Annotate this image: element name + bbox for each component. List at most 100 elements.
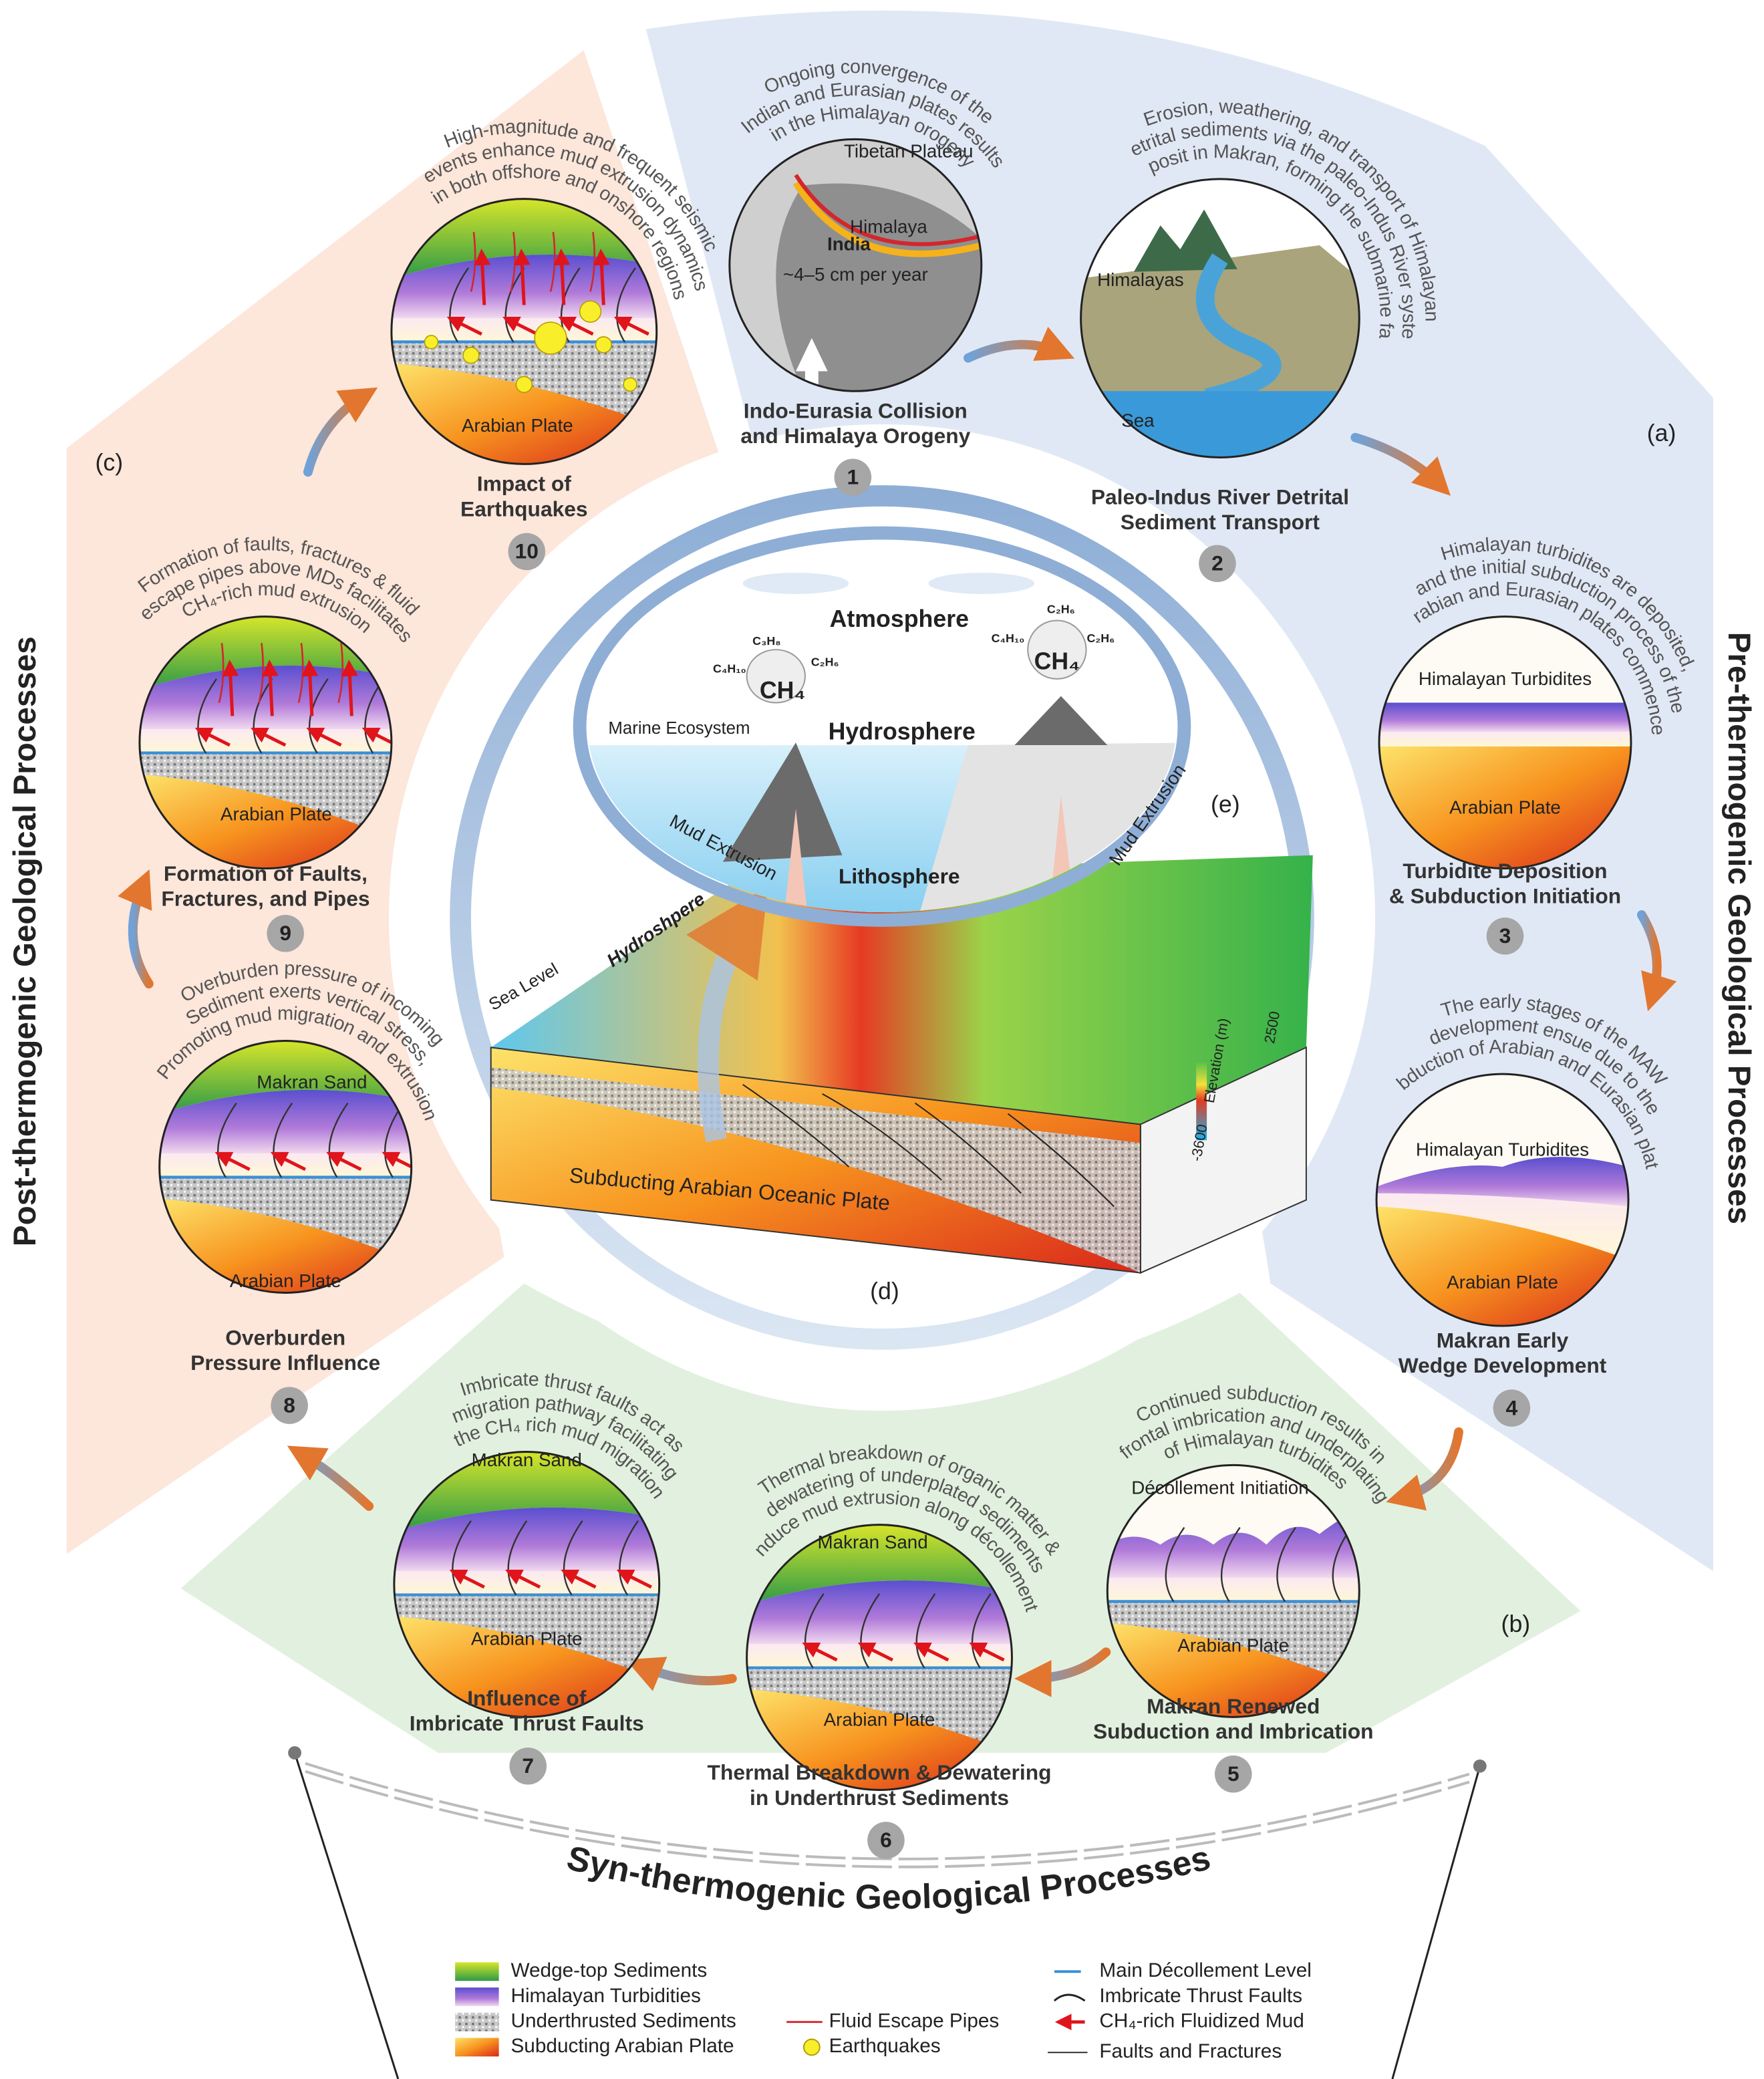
step-title: Earthquakes — [460, 497, 587, 521]
thrust-fault — [804, 1593, 825, 1669]
step-badge — [1199, 545, 1236, 583]
thrust-fault — [452, 1520, 472, 1596]
turbidite-layer — [139, 665, 392, 730]
scene-label: Arabian Plate — [1447, 1272, 1558, 1292]
transition-layer — [1379, 732, 1631, 747]
sphere-label: C₂H₆ — [811, 656, 839, 669]
transition-layer — [139, 729, 392, 753]
legend-label: Faults and Fractures — [1099, 2040, 1282, 2062]
river — [1195, 253, 1282, 407]
legend-swatch — [455, 2012, 499, 2032]
plate-layer — [394, 1616, 659, 1717]
scene-label: Arabian Plate — [230, 1270, 341, 1291]
sphere-label: Marine Ecosystem — [608, 719, 750, 738]
panel-letter: (c) — [95, 449, 123, 476]
scene-label: ~4–5 cm per year — [783, 264, 928, 285]
thrust-fault — [328, 1103, 349, 1178]
step-title: Influence of — [467, 1686, 587, 1710]
scene-label: Arabian Plate — [220, 804, 332, 825]
step-badge — [1493, 1389, 1531, 1427]
himalaya-front — [792, 181, 982, 257]
earthquake — [623, 377, 637, 392]
panel-letter: (a) — [1647, 420, 1676, 446]
step-outline — [746, 1524, 1013, 1791]
step-title: Subduction and Imbrication — [1093, 1719, 1374, 1744]
step-title: & Subduction Initiation — [1389, 884, 1621, 908]
mud-arrow — [446, 316, 482, 336]
flow-arrow — [625, 1657, 737, 1691]
transition-layer — [1376, 1193, 1629, 1260]
step-number: 3 — [1499, 924, 1511, 948]
gas-cloud — [1027, 619, 1087, 680]
section-label: Post-thermogenic Geological Processes — [7, 636, 43, 1246]
legend — [288, 1746, 1487, 2079]
thrust-fault — [253, 678, 273, 754]
mud-arrow — [474, 249, 491, 305]
legend-label: Main Décollement Level — [1099, 1959, 1311, 1981]
transition-layer — [159, 1153, 412, 1177]
step-title: Imbricate Thrust Faults — [410, 1711, 644, 1736]
step-badge — [1486, 917, 1524, 955]
step-scene — [1107, 1465, 1360, 1717]
sphere-label: CH₄ — [1034, 648, 1080, 674]
legend-label: Wedge-top Sediments — [510, 1959, 707, 1981]
step-title: Overburden — [225, 1325, 345, 1349]
step-title: Sediment Transport — [1121, 510, 1320, 534]
scene-label: Makran Sand — [472, 1449, 582, 1470]
step-title: Makran Early — [1437, 1328, 1569, 1352]
sphere-label: C₃H₈ — [752, 634, 780, 648]
legend-label: CH₄-rich Fluidized Mud — [1099, 2010, 1304, 2032]
flow-arrow — [303, 387, 378, 477]
fault — [822, 1093, 942, 1181]
plate-layer — [1107, 1623, 1360, 1717]
mud-arrow — [513, 249, 531, 305]
step-badge — [867, 1822, 905, 1859]
flow-arrows — [118, 326, 1677, 1697]
mud-arrow — [857, 1643, 893, 1662]
step-scene — [1080, 178, 1360, 458]
mud-arrow — [341, 660, 358, 716]
step-number: 4 — [1506, 1395, 1518, 1419]
turbidite-layer — [746, 1580, 1012, 1645]
transition-layer — [1107, 1578, 1360, 1602]
mud-arrow — [613, 316, 649, 336]
fault — [742, 1084, 850, 1167]
mud-arrow — [251, 728, 287, 747]
step-scene — [1376, 1074, 1629, 1327]
legend-label: Subducting Arabian Plate — [510, 2035, 734, 2057]
panel-letter: (b) — [1501, 1611, 1531, 1637]
turbidite-layer — [159, 1089, 412, 1154]
thrust-fault — [619, 1520, 639, 1596]
step-outline — [390, 198, 658, 465]
panel-letter: (d) — [870, 1278, 899, 1304]
cloud — [742, 573, 849, 594]
sphere-frame — [573, 526, 1191, 927]
plate-layer — [159, 1198, 412, 1293]
step-number: 6 — [880, 1828, 892, 1852]
underthrust-band — [490, 1067, 1141, 1273]
step-number: 9 — [279, 921, 291, 945]
thrust-fault — [1165, 1526, 1185, 1603]
thrust-fault — [384, 1103, 404, 1178]
step-title: Turbidite Deposition — [1403, 859, 1607, 883]
step-scene — [391, 198, 657, 464]
mud-arrow — [306, 728, 342, 747]
turbidite-layer — [394, 1507, 659, 1572]
scene-label: Arabian Plate — [1449, 797, 1561, 818]
mud-arrow — [222, 660, 239, 716]
thrust-fault — [563, 1520, 583, 1596]
frame-dot — [1473, 1759, 1487, 1773]
step-badge — [508, 533, 546, 571]
thrust-fault — [216, 1103, 237, 1178]
step-scene — [746, 1524, 1012, 1790]
step-outline — [728, 138, 983, 392]
frame-dot — [288, 1746, 301, 1760]
sphere-label: CH₄ — [760, 677, 806, 704]
scene-label: Tibetan Plateau — [844, 140, 973, 161]
legend-label: Earthquakes — [829, 2035, 941, 2057]
step-number: 7 — [522, 1754, 534, 1778]
map-land — [729, 139, 982, 392]
scene-label: Décollement Initiation — [1131, 1477, 1308, 1498]
thrust-fault — [273, 1103, 293, 1178]
